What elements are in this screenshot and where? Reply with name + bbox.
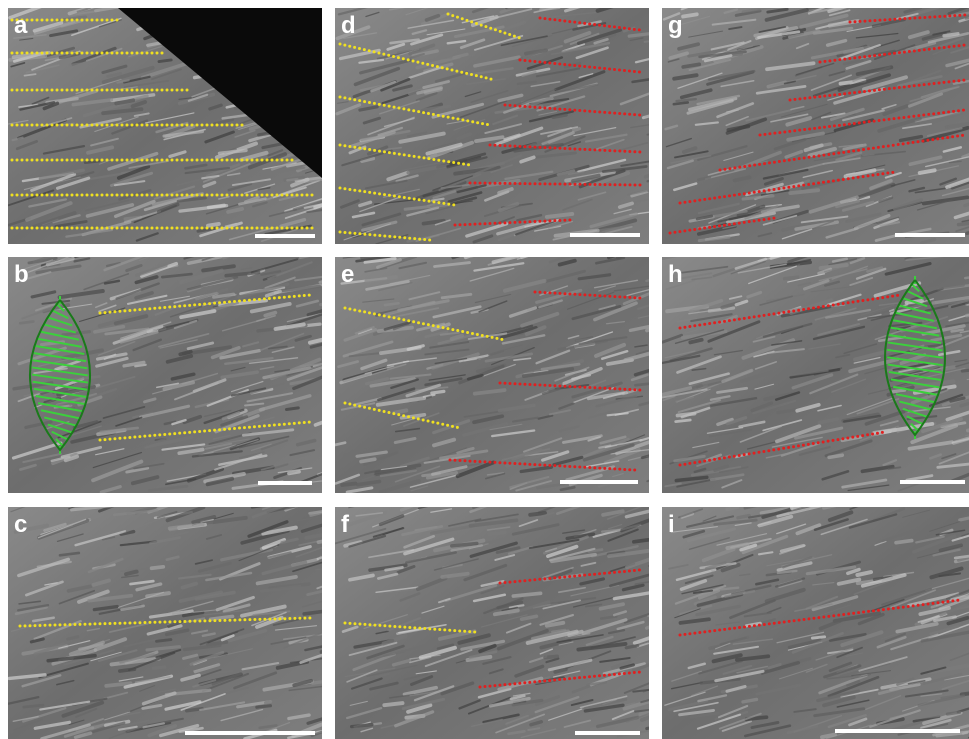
texture xyxy=(626,646,637,648)
texture xyxy=(154,7,169,9)
texture xyxy=(920,170,935,173)
texture xyxy=(545,656,557,657)
texture xyxy=(321,132,336,136)
panel-label: a xyxy=(14,12,28,39)
micrograph xyxy=(8,1,354,244)
texture xyxy=(321,303,335,304)
texture xyxy=(432,391,444,393)
panel-label: b xyxy=(14,261,29,288)
texture xyxy=(892,390,905,392)
micrograph xyxy=(335,0,693,244)
texture xyxy=(507,4,531,8)
panel: c xyxy=(8,493,362,739)
panel: b xyxy=(8,242,357,493)
texture xyxy=(649,564,663,566)
texture xyxy=(361,459,375,461)
panel-label: e xyxy=(341,261,354,288)
texture xyxy=(676,420,691,422)
texture xyxy=(812,637,824,638)
texture xyxy=(263,493,310,510)
panel-label: i xyxy=(668,511,675,538)
texture xyxy=(156,640,170,642)
texture xyxy=(173,613,183,614)
texture xyxy=(352,725,372,727)
texture xyxy=(182,619,193,621)
texture xyxy=(20,322,33,324)
texture xyxy=(180,352,190,355)
panel-label: d xyxy=(341,12,356,39)
panel-label: f xyxy=(341,511,350,538)
texture xyxy=(489,532,505,534)
texture xyxy=(394,410,406,412)
texture xyxy=(896,541,912,543)
texture xyxy=(808,3,840,8)
texture xyxy=(320,277,336,282)
panel: e xyxy=(335,241,693,493)
texture xyxy=(342,484,355,485)
texture xyxy=(683,64,699,67)
texture xyxy=(522,244,564,257)
texture xyxy=(829,455,842,457)
texture xyxy=(474,498,523,508)
texture xyxy=(648,614,664,616)
texture xyxy=(785,277,798,278)
texture xyxy=(453,246,488,258)
texture xyxy=(126,572,137,575)
micrograph xyxy=(335,494,679,739)
texture xyxy=(320,12,334,17)
texture xyxy=(120,669,135,671)
texture xyxy=(792,495,838,509)
texture xyxy=(472,248,500,257)
texture xyxy=(252,500,301,507)
texture xyxy=(530,513,545,515)
texture xyxy=(257,706,271,708)
texture xyxy=(384,703,402,705)
texture xyxy=(690,340,701,343)
micrograph xyxy=(662,251,969,493)
texture xyxy=(674,102,688,104)
texture xyxy=(185,2,212,8)
texture xyxy=(224,242,268,258)
texture xyxy=(153,667,164,668)
texture xyxy=(208,224,219,226)
texture xyxy=(289,472,299,474)
texture xyxy=(208,205,224,207)
panel-label: h xyxy=(668,261,683,288)
texture xyxy=(159,60,171,62)
figure: a b c d e f g h i xyxy=(0,0,969,739)
texture xyxy=(822,734,835,737)
texture xyxy=(738,516,749,518)
texture xyxy=(962,693,969,694)
panel-label: c xyxy=(14,511,27,538)
micrograph xyxy=(8,493,362,739)
micrograph xyxy=(662,495,969,739)
texture xyxy=(385,303,399,305)
panel: d xyxy=(335,0,693,244)
panel: g xyxy=(662,0,969,244)
texture xyxy=(952,330,963,332)
texture xyxy=(727,507,737,509)
micrograph xyxy=(662,0,969,244)
texture xyxy=(287,179,297,180)
texture xyxy=(286,408,298,410)
texture xyxy=(152,567,164,568)
texture xyxy=(824,498,873,508)
panel: i xyxy=(662,495,969,739)
texture xyxy=(609,248,638,257)
texture xyxy=(678,414,695,416)
panel: a xyxy=(8,1,354,244)
texture xyxy=(647,477,659,482)
panel: f xyxy=(335,494,679,739)
texture xyxy=(555,669,566,672)
texture xyxy=(944,34,958,36)
micrograph xyxy=(335,241,693,493)
micrograph xyxy=(8,242,357,493)
red-dotted-line xyxy=(470,183,640,185)
panel: h xyxy=(662,251,969,493)
texture xyxy=(947,712,959,714)
panel-label: g xyxy=(668,12,683,39)
texture xyxy=(683,14,697,16)
